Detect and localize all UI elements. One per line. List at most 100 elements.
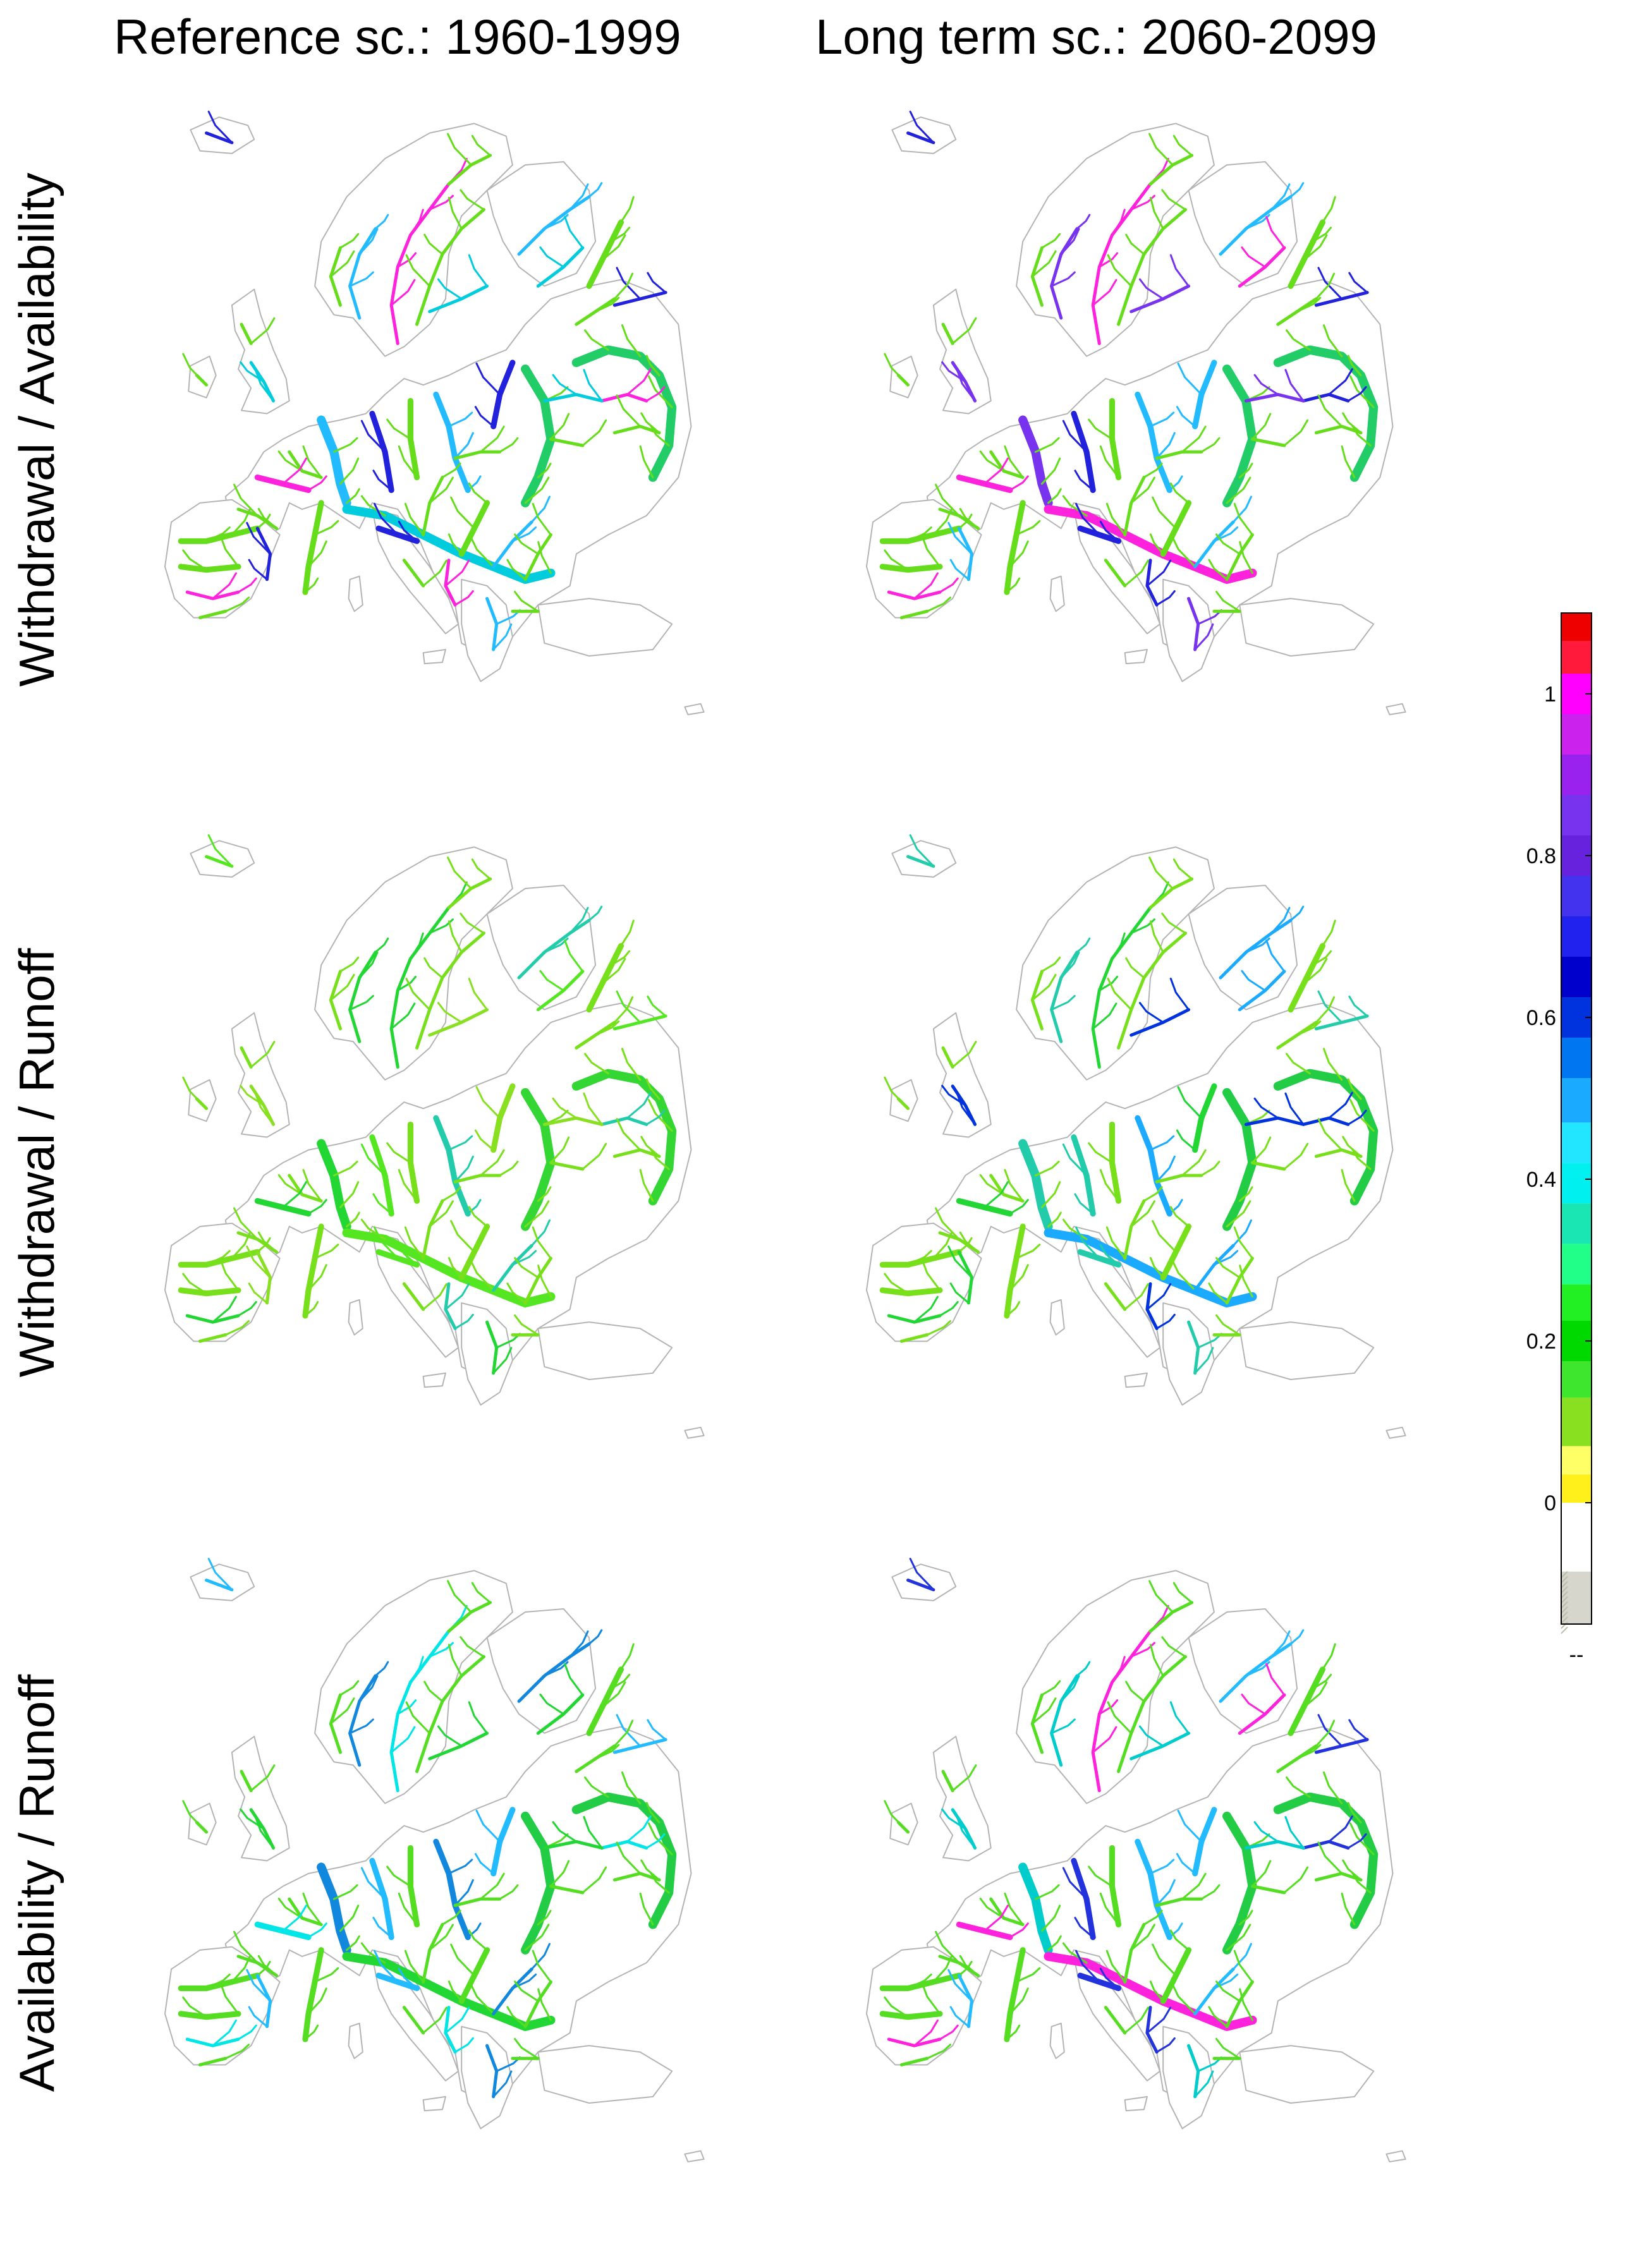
river-tributary <box>398 445 418 478</box>
river-tributary <box>979 450 1005 472</box>
river-tributary <box>1050 1718 1076 1735</box>
colorbar-hatch <box>1561 1606 1568 1614</box>
river-segment <box>549 1161 585 1171</box>
colorbar-hatch <box>1561 1576 1568 1584</box>
river-tributary <box>224 2044 250 2059</box>
river-tributary <box>1226 1924 1251 1951</box>
river-tributary <box>1040 1181 1061 1209</box>
colorbar-hatch <box>1561 1622 1568 1629</box>
river-tributary <box>207 834 233 868</box>
coastline <box>684 2150 705 2162</box>
river-tributary <box>506 559 527 581</box>
river-tributary <box>1138 278 1164 300</box>
river-tributary <box>398 1967 418 1989</box>
river-tributary <box>212 572 237 600</box>
river-tributary <box>884 1076 910 1110</box>
river-tributary <box>1286 329 1311 351</box>
river-tributary <box>1169 1206 1190 1228</box>
coastline <box>314 846 513 1081</box>
river-tributary <box>1125 233 1145 255</box>
coastline <box>1239 1321 1375 1381</box>
river-tributary <box>246 521 271 555</box>
river-tributary <box>314 1243 339 1259</box>
river-tributary <box>619 196 635 224</box>
river-tributary <box>532 1950 552 1983</box>
river-tributary <box>398 1244 418 1266</box>
colorbar-tick-label: 1 <box>1544 682 1556 706</box>
coastline <box>188 1802 217 1846</box>
river-tributary <box>1031 1697 1057 1725</box>
river-tributary <box>979 1897 1005 1919</box>
river-tributary <box>884 1273 910 1295</box>
river-tributary <box>1107 978 1133 1011</box>
river-tributary <box>1349 1098 1375 1132</box>
river-tributary <box>1265 939 1286 973</box>
river-tributary <box>454 1155 474 1183</box>
river-tributary <box>1099 1244 1120 1266</box>
coastline <box>486 161 597 287</box>
river-tributary <box>212 2019 237 2047</box>
river-tributary <box>616 1841 642 1875</box>
river-tributary <box>358 227 379 255</box>
river-tributary <box>1200 437 1221 453</box>
river-tributary <box>409 932 424 960</box>
river-segment <box>389 906 451 1069</box>
river-tributary <box>1155 590 1176 606</box>
coastline <box>1162 2025 1215 2130</box>
river-tributary <box>448 197 463 230</box>
river-tributary <box>932 1232 953 1259</box>
river-tributary <box>1050 271 1076 288</box>
river-tributary <box>304 577 319 593</box>
river-tributary <box>1342 1859 1362 1881</box>
river-tributary <box>329 974 355 1002</box>
river-tributary <box>233 483 259 517</box>
river-tributary <box>450 496 475 530</box>
river-tributary <box>1265 1663 1286 1696</box>
coastline <box>932 1012 992 1138</box>
river-tributary <box>530 495 551 523</box>
river-tributary <box>613 272 634 300</box>
river-segment <box>1050 227 1079 320</box>
river-tributary <box>474 406 495 428</box>
river-tributary <box>248 559 268 581</box>
colorbar-tick-label: 0 <box>1544 1491 1556 1515</box>
river-tributary <box>1348 272 1368 294</box>
river-segment <box>941 322 954 346</box>
coastline <box>932 1735 992 1862</box>
river-tributary <box>182 1076 208 1110</box>
colorbar-hatch <box>1561 1581 1568 1589</box>
river-tributary <box>921 1258 941 1292</box>
colorbar-frame <box>1561 612 1592 1625</box>
river-tributary <box>951 1041 977 1069</box>
river-tributary <box>256 1237 271 1253</box>
river-segment <box>879 1249 962 1268</box>
river-tributary <box>307 1264 327 1292</box>
colorbar-band <box>1561 714 1592 755</box>
river-tributary <box>1286 1776 1311 1798</box>
river-segment <box>348 227 377 320</box>
river-tributary <box>1194 1347 1214 1374</box>
river-tributary <box>339 956 360 973</box>
river-tributary <box>1302 957 1328 985</box>
river-tributary <box>1074 1917 1094 1939</box>
river-tributary <box>1270 907 1291 935</box>
coastline <box>190 840 255 878</box>
river-tributary <box>346 1935 360 1951</box>
river-tributary <box>932 1955 953 1983</box>
coastline <box>889 1079 918 1122</box>
river-tributary <box>1317 1841 1343 1875</box>
river-tributary <box>1146 2006 1172 2034</box>
river-tributary <box>1169 978 1190 1011</box>
coastline <box>486 884 597 1010</box>
map-withdrawal-runoff-reference <box>126 818 771 1520</box>
coastline <box>1188 161 1298 287</box>
river-segment <box>302 500 324 595</box>
river-tributary <box>884 549 910 571</box>
river-tributary <box>450 1220 475 1253</box>
river-tributary <box>1149 1257 1164 1279</box>
river-tributary <box>409 1656 424 1683</box>
river-segment <box>586 219 624 289</box>
river-tributary <box>1161 1636 1187 1658</box>
river-tributary <box>409 209 424 236</box>
river-tributary <box>926 2044 952 2059</box>
